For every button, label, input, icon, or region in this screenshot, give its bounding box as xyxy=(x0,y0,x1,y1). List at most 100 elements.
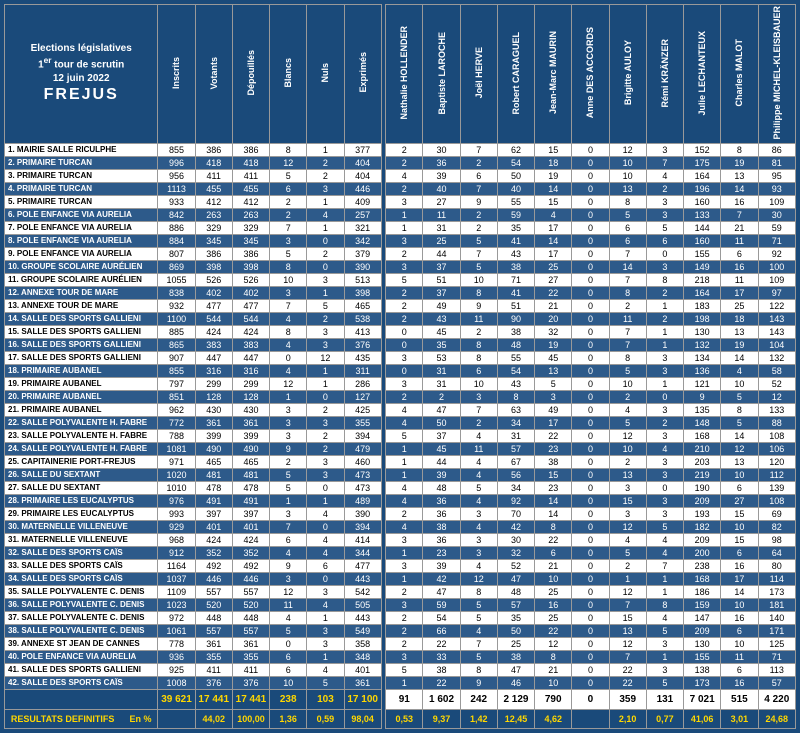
table-row: 40. POLE ENFANCE VIA AURELIA936355355613… xyxy=(5,650,796,663)
stat-cell: 352 xyxy=(195,546,232,559)
cand-cell: 143 xyxy=(758,325,796,338)
cand-cell: 35 xyxy=(497,611,534,624)
stat-cell: 311 xyxy=(344,364,381,377)
cand-cell: 71 xyxy=(758,234,796,247)
stat-cell: 6 xyxy=(307,559,344,572)
cand-cell: 11 xyxy=(423,208,460,221)
stat-cell: 855 xyxy=(158,143,195,156)
cand-cell: 2 xyxy=(609,390,646,403)
cand-cell: 2 xyxy=(386,156,423,169)
stat-cell: 4 xyxy=(270,338,307,351)
cand-cell: 122 xyxy=(758,299,796,312)
stat-cell: 376 xyxy=(195,676,232,689)
bureau-name: 3. PRIMAIRE TURCAN xyxy=(5,169,158,182)
stat-cell: 4 xyxy=(307,663,344,676)
bureau-name: 21. PRIMAIRE AUBANEL xyxy=(5,403,158,416)
cand-cell: 0 xyxy=(572,273,609,286)
col-depouilles: Dépouillés xyxy=(232,5,269,144)
cand-cell: 71 xyxy=(758,650,796,663)
cand-cell: 173 xyxy=(758,585,796,598)
cand-cell: 7 xyxy=(609,273,646,286)
cand-cell: 7 xyxy=(609,650,646,663)
stat-cell: 478 xyxy=(232,481,269,494)
cand-cell: 0 xyxy=(572,481,609,494)
stat-cell: 9 xyxy=(270,442,307,455)
cand-cell: 3 xyxy=(646,208,683,221)
cand-cell: 2 xyxy=(609,559,646,572)
cand-cell: 31 xyxy=(423,364,460,377)
cand-cell: 6 xyxy=(609,221,646,234)
title-line2: 1er tour de scrutin xyxy=(11,55,151,71)
cand-cell: 203 xyxy=(684,455,721,468)
cand-cell: 8 xyxy=(609,286,646,299)
cand-cell: 7 xyxy=(646,156,683,169)
cand-cell: 36 xyxy=(423,494,460,507)
cand-cell: 47 xyxy=(423,403,460,416)
total-c5: 0 xyxy=(572,689,609,709)
cand-cell: 0 xyxy=(572,299,609,312)
cand-cell: 19 xyxy=(721,338,758,351)
stat-cell: 12 xyxy=(270,585,307,598)
cand-cell: 27 xyxy=(721,494,758,507)
cand-cell: 4 xyxy=(535,208,572,221)
bureau-name: 8. POLE ENFANCE VIA AURELIA xyxy=(5,234,158,247)
stat-cell: 128 xyxy=(232,390,269,403)
cand-cell: 0 xyxy=(572,442,609,455)
stat-cell: 5 xyxy=(270,169,307,182)
stat-cell: 1023 xyxy=(158,598,195,611)
stat-cell: 257 xyxy=(344,208,381,221)
stat-cell: 1164 xyxy=(158,559,195,572)
cand-cell: 3 xyxy=(646,195,683,208)
stat-cell: 1 xyxy=(307,494,344,507)
stat-cell: 526 xyxy=(232,273,269,286)
cand-cell: 39 xyxy=(423,559,460,572)
cand-cell: 16 xyxy=(721,195,758,208)
pct-c5 xyxy=(572,709,609,728)
stat-cell: 855 xyxy=(158,364,195,377)
cand-cell: 36 xyxy=(423,507,460,520)
cand-cell: 6 xyxy=(721,247,758,260)
stat-cell: 390 xyxy=(344,507,381,520)
stat-cell: 0 xyxy=(307,520,344,533)
cand-cell: 144 xyxy=(684,221,721,234)
cand-cell: 34 xyxy=(497,416,534,429)
cand-cell: 0 xyxy=(572,221,609,234)
cand-cell: 59 xyxy=(497,208,534,221)
cand-cell: 54 xyxy=(423,611,460,624)
stat-cell: 394 xyxy=(344,520,381,533)
cand-cell: 3 xyxy=(386,598,423,611)
cand-cell: 51 xyxy=(423,273,460,286)
cand-cell: 8 xyxy=(460,585,497,598)
cand-cell: 238 xyxy=(684,559,721,572)
cand-cell: 82 xyxy=(758,520,796,533)
cand-5: Anne DES ACCORDS xyxy=(572,5,609,144)
cand-cell: 0 xyxy=(572,468,609,481)
cand-cell: 54 xyxy=(497,156,534,169)
cand-cell: 0 xyxy=(572,494,609,507)
stat-cell: 538 xyxy=(344,312,381,325)
stat-cell: 448 xyxy=(195,611,232,624)
stat-cell: 3 xyxy=(307,637,344,650)
cand-cell: 6 xyxy=(460,364,497,377)
cand-cell: 171 xyxy=(758,624,796,637)
bureau-name: 38. SALLE POLYVALENTE C. DENIS xyxy=(5,624,158,637)
cand-cell: 3 xyxy=(386,351,423,364)
cand-cell: 4 xyxy=(646,611,683,624)
cand-cell: 49 xyxy=(423,299,460,312)
cand-cell: 22 xyxy=(535,429,572,442)
cand-cell: 70 xyxy=(497,507,534,520)
stat-cell: 355 xyxy=(195,650,232,663)
cand-cell: 43 xyxy=(497,247,534,260)
cand-cell: 21 xyxy=(535,559,572,572)
cand-cell: 9 xyxy=(460,299,497,312)
cand-cell: 3 xyxy=(535,390,572,403)
stat-cell: 1 xyxy=(307,195,344,208)
stat-cell: 9 xyxy=(270,559,307,572)
cand-cell: 5 xyxy=(646,221,683,234)
stat-cell: 1113 xyxy=(158,182,195,195)
stat-cell: 962 xyxy=(158,403,195,416)
cand-cell: 120 xyxy=(758,455,796,468)
stat-cell: 398 xyxy=(232,260,269,273)
cand-cell: 1 xyxy=(646,572,683,585)
stat-cell: 430 xyxy=(232,403,269,416)
